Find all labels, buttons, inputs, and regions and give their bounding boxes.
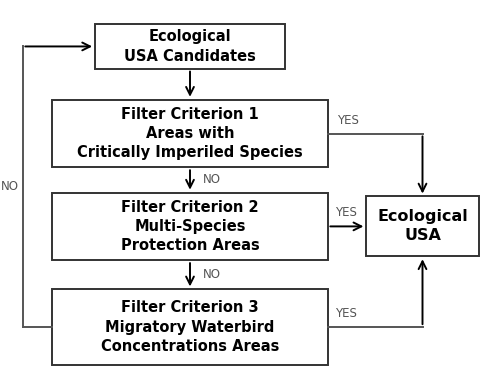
Text: Ecological
USA: Ecological USA (377, 209, 468, 243)
Text: YES: YES (335, 206, 357, 219)
Text: NO: NO (202, 268, 220, 281)
FancyBboxPatch shape (366, 197, 478, 257)
Text: NO: NO (0, 180, 18, 193)
FancyBboxPatch shape (95, 24, 285, 69)
Text: Filter Criterion 2
Multi-Species
Protection Areas: Filter Criterion 2 Multi-Species Protect… (120, 200, 260, 253)
FancyBboxPatch shape (52, 193, 328, 260)
FancyBboxPatch shape (52, 100, 328, 167)
Text: Filter Criterion 3
Migratory Waterbird
Concentrations Areas: Filter Criterion 3 Migratory Waterbird C… (101, 300, 279, 354)
Text: YES: YES (335, 307, 357, 320)
Text: NO: NO (202, 173, 220, 187)
Text: Filter Criterion 1
Areas with
Critically Imperiled Species: Filter Criterion 1 Areas with Critically… (77, 107, 303, 160)
Text: Ecological
USA Candidates: Ecological USA Candidates (124, 29, 256, 63)
Text: YES: YES (338, 113, 359, 127)
FancyBboxPatch shape (52, 289, 328, 365)
